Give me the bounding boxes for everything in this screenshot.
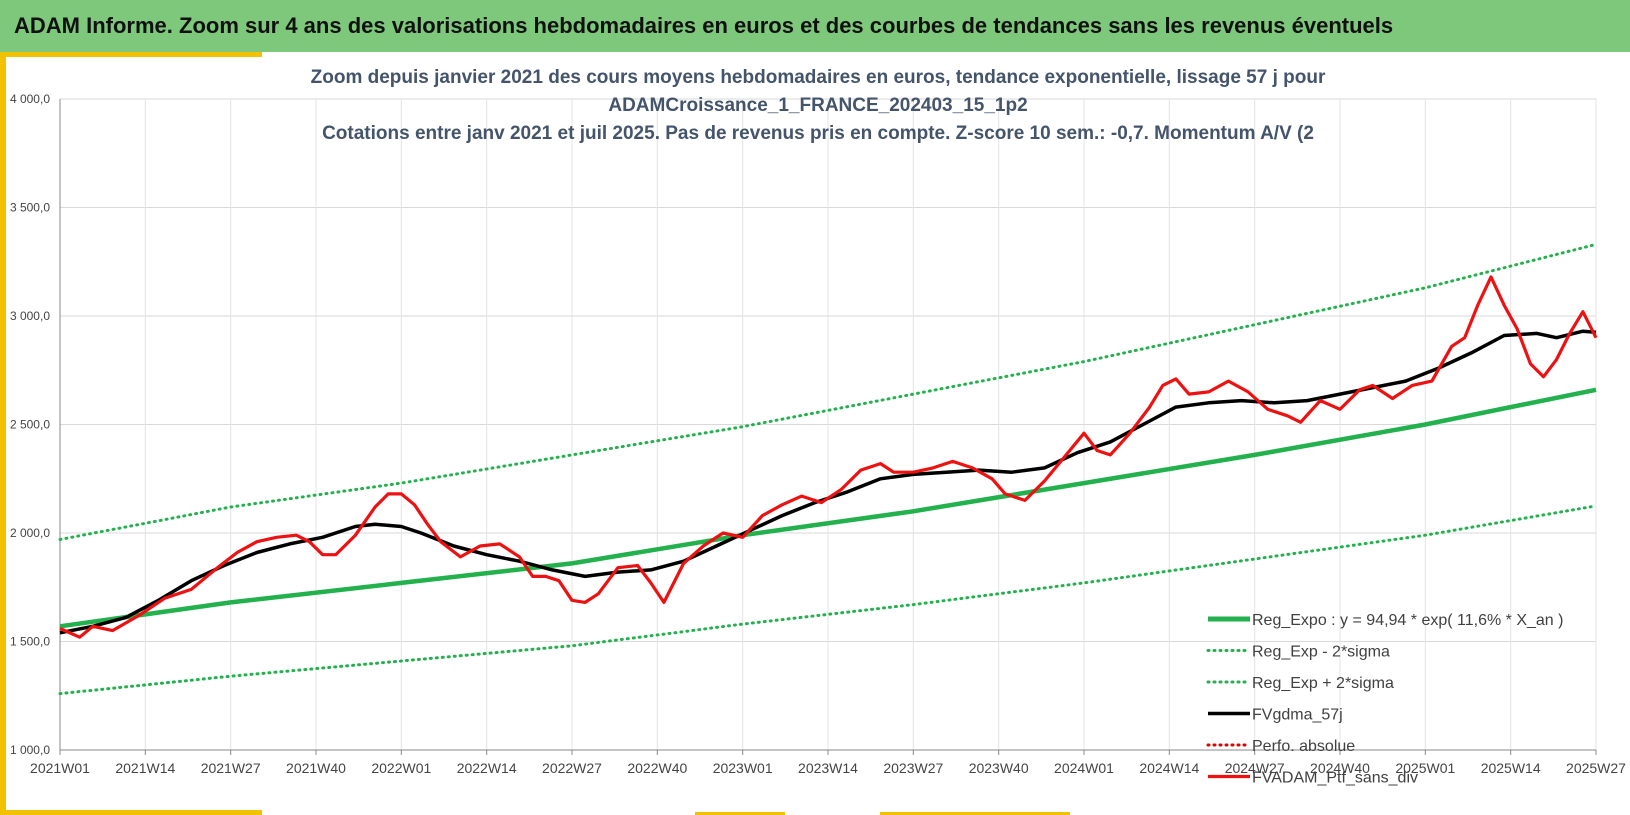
- frame-border-left: [0, 52, 6, 815]
- legend-label: Reg_Expo : y = 94,94 * exp( 11,6% * X_an…: [1252, 612, 1563, 629]
- x-tick-label: 2023W01: [713, 760, 773, 776]
- frame-border-bottom: [0, 810, 262, 815]
- legend-label: Perfo. absolue: [1252, 738, 1355, 755]
- x-tick-label: 2024W14: [1139, 760, 1199, 776]
- x-tick-label: 2021W01: [30, 760, 90, 776]
- y-tick-label: 1 500,0: [10, 635, 50, 649]
- chart-title-line: Zoom depuis janvier 2021 des cours moyen…: [311, 67, 1326, 88]
- y-tick-label: 2 500,0: [10, 418, 50, 432]
- grid: [59, 98, 1597, 751]
- frame-border-top: [0, 52, 262, 57]
- x-axis: 2021W01 2021W14 2021W27 2021W40 2022W01 2022W…: [30, 749, 1626, 776]
- x-tick-label: 2023W14: [798, 760, 858, 776]
- y-tick-label: 4 000,0: [10, 92, 50, 106]
- y-tick-label: 3 500,0: [10, 201, 50, 215]
- x-tick-label: 2024W40: [1310, 760, 1370, 776]
- banner-title: ADAM Informe. Zoom sur 4 ans des valoris…: [0, 0, 1630, 52]
- series-lines: [58, 242, 1598, 696]
- x-tick-label: 2021W40: [286, 760, 346, 776]
- x-tick-label: 2023W40: [969, 760, 1029, 776]
- y-tick-label: 1 000,0: [10, 743, 50, 757]
- legend-label: Reg_Exp - 2*sigma: [1252, 644, 1390, 661]
- legend: Reg_Expo : y = 94,94 * exp( 11,6% * X_an…: [1206, 612, 1563, 787]
- x-tick-label: 2025W01: [1395, 760, 1455, 776]
- y-tick-label: 3 000,0: [10, 309, 50, 323]
- line-chart: Zoom depuis janvier 2021 des cours moyen…: [10, 67, 1626, 787]
- frame-border-bottom-segment: [880, 812, 1070, 815]
- series-line-2: [58, 242, 1598, 541]
- x-tick-label: 2025W14: [1481, 760, 1541, 776]
- series-line-5: [59, 275, 1598, 639]
- chart-title: Zoom depuis janvier 2021 des cours moyen…: [311, 67, 1326, 144]
- x-tick-label: 2021W27: [201, 760, 261, 776]
- legend-label: Reg_Exp + 2*sigma: [1252, 675, 1394, 692]
- x-tick-label: 2022W14: [457, 760, 517, 776]
- frame-border-bottom-segment: [695, 812, 785, 815]
- x-tick-label: 2024W01: [1054, 760, 1114, 776]
- series-line-0: [59, 387, 1597, 629]
- y-axis: 1 000,0 1 500,0 2 000,0 2 500,0 3 000,0 3 500…: [10, 92, 61, 757]
- x-tick-label: 2021W14: [115, 760, 175, 776]
- x-tick-label: 2022W40: [627, 760, 687, 776]
- legend-label: FVgdma_57j: [1252, 707, 1343, 724]
- x-tick-label: 2022W27: [542, 760, 602, 776]
- x-tick-label: 2023W27: [883, 760, 943, 776]
- chart-title-line: ADAMCroissance_1_FRANCE_202403_15_1p2: [608, 95, 1027, 116]
- chart-title-line: Cotations entre janv 2021 et juil 2025. …: [322, 123, 1314, 144]
- x-tick-label: 2025W27: [1566, 760, 1626, 776]
- series-line-1: [58, 504, 1598, 696]
- legend-label: FVADAM_Ptf_sans_div: [1252, 770, 1418, 787]
- x-tick-label: 2022W01: [371, 760, 431, 776]
- x-tick-label: 2024W27: [1225, 760, 1285, 776]
- y-tick-label: 2 000,0: [10, 526, 50, 540]
